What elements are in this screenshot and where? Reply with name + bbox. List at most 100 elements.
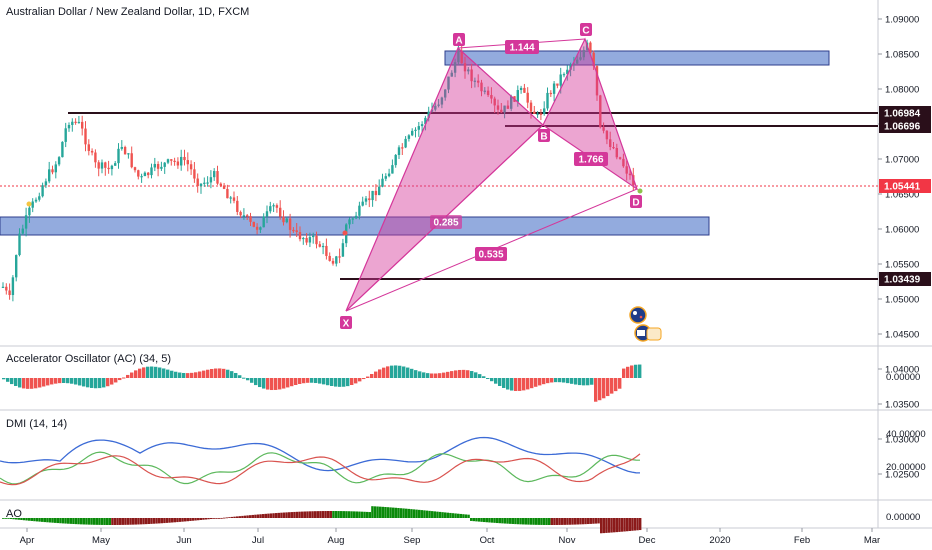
ao-bar: [272, 513, 275, 518]
candle-body: [615, 148, 618, 158]
ac-bar: [62, 378, 66, 383]
ao-bar: [397, 507, 400, 518]
candle-body: [110, 165, 114, 170]
ac-bar: [338, 378, 342, 387]
pattern-ratio-badge: [475, 247, 507, 261]
candle-body: [506, 105, 510, 109]
pattern-point-label: B: [540, 132, 547, 143]
ao-bar: [532, 518, 535, 525]
ao-bar: [366, 511, 369, 518]
ao-bar: [194, 518, 197, 521]
candle-body: [236, 200, 239, 212]
ao-bar: [610, 518, 613, 533]
dmi-minus-line: [0, 453, 641, 486]
ao-bar: [311, 511, 314, 518]
ac-bar: [78, 378, 82, 386]
candlestick-series[interactable]: [1, 39, 635, 302]
candle-body: [127, 153, 130, 155]
ac-bar: [38, 378, 42, 388]
candle-body: [493, 98, 496, 106]
supply-zone[interactable]: [444, 50, 830, 66]
ao-bar: [90, 518, 93, 525]
candle-body: [5, 286, 8, 291]
candle-body: [434, 105, 437, 110]
pattern-point-badge: [340, 316, 352, 329]
ac-bar: [490, 378, 494, 382]
ac-bar: [6, 378, 10, 382]
candle-body: [529, 102, 533, 112]
candle-body: [354, 215, 358, 219]
ao-bar: [472, 518, 475, 522]
candle-body: [559, 74, 562, 86]
accelerator-oscillator-histogram[interactable]: [2, 364, 642, 402]
ao-bar: [233, 516, 236, 518]
price-tag-label: 1.06984: [884, 109, 921, 120]
marker-dot-red: [342, 230, 348, 236]
candle-body: [74, 121, 77, 123]
candle-body: [285, 218, 288, 223]
ao-bar: [150, 518, 153, 524]
ac-bar: [462, 369, 466, 378]
candle-body: [90, 150, 94, 153]
ao-bar: [516, 518, 520, 525]
price-tag: [879, 119, 931, 133]
candle-body: [226, 188, 229, 199]
ao-bar: [275, 513, 278, 518]
australia-flag-icon[interactable]: [629, 306, 647, 324]
event-calendar-icon[interactable]: [634, 324, 662, 342]
ao-bar: [48, 518, 52, 523]
ao-bar: [249, 515, 252, 518]
ao-bar: [522, 518, 525, 525]
ac-bar: [482, 376, 486, 378]
ao-bar: [217, 518, 221, 519]
candle-body: [150, 167, 153, 176]
candle-body: [137, 170, 140, 177]
dmi-lines[interactable]: [0, 436, 641, 486]
ac-bar: [278, 378, 282, 390]
ao-bar: [22, 518, 26, 521]
ao-bar: [264, 513, 267, 518]
ac-bar: [526, 378, 530, 390]
price-tag: [879, 179, 931, 193]
candle-body: [94, 152, 97, 163]
ac-bar: [426, 373, 430, 378]
awesome-oscillator-histogram[interactable]: [2, 506, 642, 534]
candle-body: [338, 256, 341, 258]
candle-body: [440, 97, 444, 105]
candle-body: [156, 163, 160, 169]
ao-bar: [329, 511, 332, 518]
candle-body: [15, 255, 18, 278]
demand-zone[interactable]: [0, 216, 710, 236]
ac-bar: [206, 369, 210, 378]
ac-bar: [546, 378, 550, 384]
ac-bar: [182, 372, 186, 378]
ao-bar: [363, 511, 366, 518]
ao-bar: [51, 518, 54, 523]
price-tick-label: 1.03500: [885, 400, 919, 411]
ac-bar: [258, 378, 262, 388]
candle-body: [51, 169, 54, 173]
ao-bar: [290, 512, 293, 518]
candle-body: [1, 286, 5, 288]
ac-bar: [54, 378, 58, 384]
ao-bar: [74, 518, 78, 525]
ao-bar: [639, 518, 642, 531]
ac-bar: [294, 378, 298, 386]
ao-bar: [568, 518, 572, 525]
ac-bar: [22, 378, 26, 389]
candle-body: [556, 83, 559, 86]
ao-bar: [633, 518, 637, 531]
candle-body: [378, 186, 381, 196]
time-axis[interactable]: Apr May Jun Jul Aug Sep Oct Nov Dec 2020 Feb Mar: [20, 528, 881, 546]
candle-body: [460, 50, 463, 64]
ao-bar: [449, 512, 452, 518]
ac-bar: [114, 378, 118, 383]
ao-bar: [561, 518, 564, 525]
ao-bar: [636, 518, 639, 531]
ac-bar: [466, 370, 470, 378]
ao-bar: [600, 518, 603, 534]
ao-bar: [498, 518, 501, 524]
ac-bar: [138, 368, 142, 378]
ao-bar: [602, 518, 605, 534]
